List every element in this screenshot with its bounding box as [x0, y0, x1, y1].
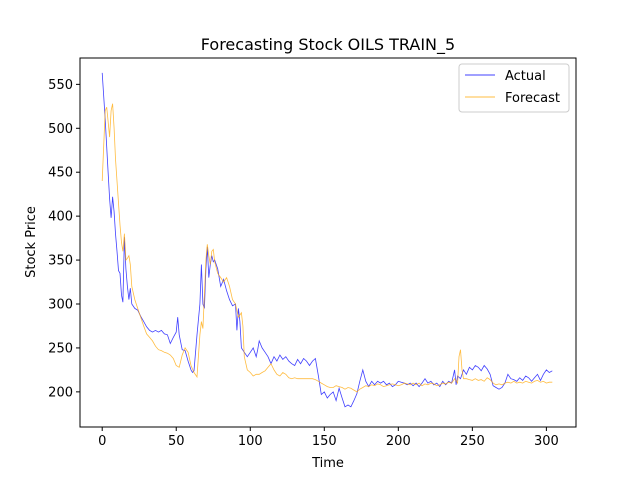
y-axis-label: Stock Price — [24, 206, 39, 278]
legend-label-forecast: Forecast — [505, 91, 560, 106]
plot-frame — [79, 57, 577, 428]
legend-label-actual: Actual — [505, 69, 546, 84]
y-tick-label: 550 — [48, 78, 73, 93]
x-tick-label: 0 — [98, 434, 106, 449]
plot-area — [79, 57, 577, 428]
y-tick-label: 450 — [48, 166, 73, 181]
chart-title: Forecasting Stock OILS TRAIN_5 — [201, 35, 455, 55]
y-tick-label: 300 — [48, 298, 73, 313]
y-tick-label: 400 — [48, 210, 73, 225]
x-tick-label: 100 — [238, 434, 263, 449]
y-tick-label: 350 — [48, 254, 73, 269]
y-tick-label: 250 — [48, 341, 73, 356]
series-line-actual — [101, 72, 553, 408]
x-tick-label: 200 — [386, 434, 411, 449]
x-tick-label: 250 — [460, 434, 485, 449]
y-axis: 200 250 300 350 400 450 500 550 — [48, 78, 80, 400]
series-line-forecast — [101, 103, 553, 393]
x-tick-label: 50 — [168, 434, 185, 449]
legend: Actual Forecast — [458, 63, 570, 113]
x-axis-label: Time — [311, 456, 344, 471]
y-tick-label: 200 — [48, 385, 73, 400]
x-axis: 0 50 100 150 200 250 300 — [98, 427, 559, 449]
x-tick-label: 300 — [534, 434, 559, 449]
legend-box — [458, 63, 570, 113]
y-tick-label: 500 — [48, 122, 73, 137]
x-tick-label: 150 — [312, 434, 337, 449]
